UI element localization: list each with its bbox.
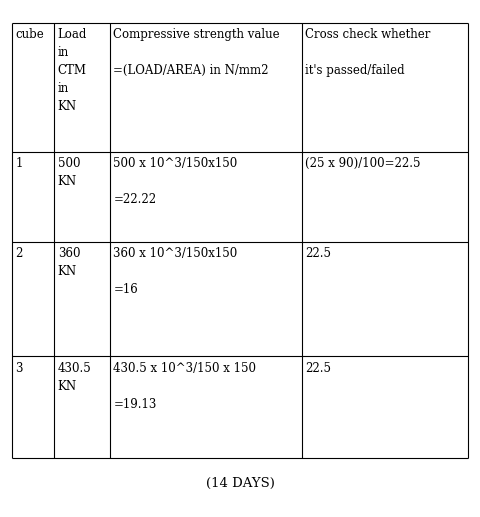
Text: 430.5 x 10^3/150 x 150

=19.13: 430.5 x 10^3/150 x 150 =19.13 — [113, 361, 256, 410]
Text: 22.5: 22.5 — [305, 361, 331, 374]
Text: 500
KN: 500 KN — [58, 157, 80, 188]
Text: 3: 3 — [15, 361, 23, 374]
Text: cube: cube — [15, 28, 44, 41]
Text: 1: 1 — [15, 157, 23, 170]
Text: 2: 2 — [15, 247, 23, 260]
Text: 22.5: 22.5 — [305, 247, 331, 260]
Text: 500 x 10^3/150x150

=22.22: 500 x 10^3/150x150 =22.22 — [113, 157, 238, 206]
Text: Compressive strength value

=(LOAD/AREA) in N/mm2: Compressive strength value =(LOAD/AREA) … — [113, 28, 280, 78]
Text: (14 DAYS): (14 DAYS) — [205, 477, 275, 490]
Text: 430.5
KN: 430.5 KN — [58, 361, 92, 392]
Text: (25 x 90)/100=22.5: (25 x 90)/100=22.5 — [305, 157, 420, 170]
Text: 360 x 10^3/150x150

=16: 360 x 10^3/150x150 =16 — [113, 247, 238, 296]
Text: Load
in
CTM
in
KN: Load in CTM in KN — [58, 28, 87, 113]
Text: Cross check whether

it's passed/failed: Cross check whether it's passed/failed — [305, 28, 430, 78]
Text: 360
KN: 360 KN — [58, 247, 80, 278]
